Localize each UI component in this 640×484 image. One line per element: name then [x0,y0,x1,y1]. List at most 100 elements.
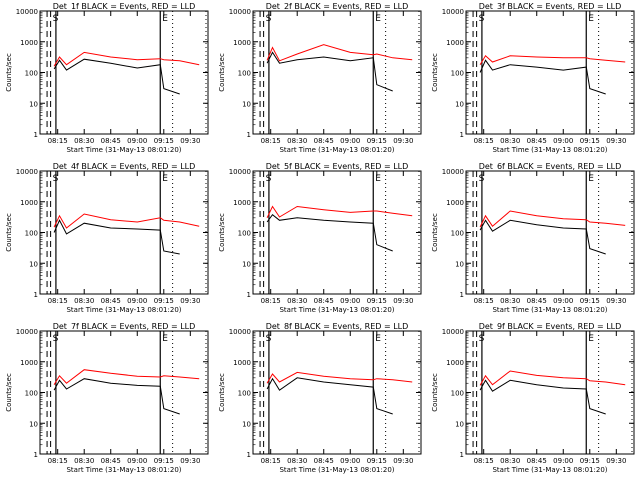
panel-3: Det_3f BLACK = Events, RED = LLD 1 10 100 10… [431,2,635,154]
plot-frame [39,10,209,135]
x-axis-label: Start Time (31-May-13 08:01:20) [66,466,181,474]
plot-frame [465,330,635,455]
y-tick-label: 10 [455,420,464,428]
y-tick-label: 100 [238,230,251,238]
events-rate-line [266,377,393,415]
x-axis-label: Start Time (31-May-13 08:01:20) [492,306,607,314]
x-tick-label: 09:30 [393,137,413,145]
y-tick-label: 1000 [233,199,251,207]
y-tick-label: 10000 [229,328,251,336]
x-tick-label: 08:30 [287,457,307,465]
events-rate-line [479,219,606,255]
panel-5: Det_5f BLACK = Events, RED = LLD 1 10 100 10… [218,162,422,314]
x-tick-label: 08:30 [287,297,307,305]
y-tick-label: 100 [451,70,464,78]
y-tick-label: 1 [34,291,38,299]
lld-rate-line [479,210,626,228]
x-axis-label: Start Time (31-May-13 08:01:20) [279,306,394,314]
y-tick-label: 100 [25,70,38,78]
event-marker-label: S [53,334,59,344]
x-tick-label: 09:15 [367,137,387,145]
panel-2: Det_2f BLACK = Events, RED = LLD 1 10 100 10… [218,2,422,154]
x-tick-label: 09:30 [606,137,626,145]
x-tick-label: 08:45 [527,297,547,305]
x-tick-label: 09:30 [180,137,200,145]
y-tick-label: 100 [451,230,464,238]
x-tick-label: 08:15 [261,137,281,145]
plot-frame [252,170,422,295]
x-tick-label: 08:45 [101,457,121,465]
x-tick-label: 09:00 [553,297,573,305]
lld-rate-line [479,370,626,386]
x-tick-label: 08:45 [314,137,334,145]
lld-rate-line [53,213,200,229]
x-axis-label: Start Time (31-May-13 08:01:20) [492,146,607,154]
x-tick-label: 09:30 [180,297,200,305]
x-tick-label: 08:45 [314,297,334,305]
event-marker-label: S [479,334,485,344]
y-axis-label: Counts/sec [5,213,13,252]
x-tick-label: 08:15 [261,297,281,305]
plot-frame [465,10,635,135]
panel-8: Det_8f BLACK = Events, RED = LLD 1 10 100 10… [218,322,422,474]
y-tick-label: 1000 [446,199,464,207]
y-tick-label: 10000 [229,8,251,16]
x-tick-label: 08:45 [527,457,547,465]
x-tick-label: 08:15 [474,457,494,465]
y-axis-label: Counts/sec [5,373,13,412]
x-tick-label: 08:30 [74,297,94,305]
x-tick-label: 09:15 [154,297,174,305]
y-tick-label: 100 [25,230,38,238]
y-tick-label: 1 [34,131,38,139]
event-marker-label: S [266,14,272,24]
panel-title: Det_3f BLACK = Events, RED = LLD [479,2,622,11]
panel-title: Det_7f BLACK = Events, RED = LLD [53,322,196,331]
y-tick-label: 10 [29,260,38,268]
x-axis-label: Start Time (31-May-13 08:01:20) [279,466,394,474]
x-tick-label: 08:30 [287,137,307,145]
y-tick-label: 10 [29,100,38,108]
x-tick-label: 09:30 [180,457,200,465]
y-tick-label: 1 [460,291,464,299]
event-marker-label: E [375,334,381,344]
x-tick-label: 09:00 [553,457,573,465]
plot-frame [252,330,422,455]
x-tick-label: 09:00 [553,137,573,145]
events-rate-line [53,219,180,255]
x-tick-label: 08:45 [101,137,121,145]
x-tick-label: 09:00 [127,137,147,145]
lld-rate-line [266,371,413,384]
panel-1: Det_1f BLACK = Events, RED = LLD 1 10 100 10… [5,2,209,154]
x-tick-label: 09:30 [393,297,413,305]
x-tick-label: 09:15 [580,297,600,305]
y-tick-label: 10 [29,420,38,428]
y-tick-label: 10 [242,100,251,108]
event-marker-label: E [588,334,594,344]
y-tick-label: 100 [238,70,251,78]
panel-title: Det_9f BLACK = Events, RED = LLD [479,322,622,331]
y-tick-label: 1 [460,131,464,139]
y-tick-label: 10000 [16,168,38,176]
y-tick-label: 100 [238,390,251,398]
x-tick-label: 09:15 [367,297,387,305]
x-tick-label: 09:15 [367,457,387,465]
panel-title: Det_4f BLACK = Events, RED = LLD [53,162,196,171]
y-tick-label: 1 [247,131,251,139]
events-rate-line [266,213,393,252]
y-tick-label: 1000 [20,39,38,47]
events-rate-line [53,58,180,95]
event-marker-label: E [162,174,168,184]
event-marker-label: E [375,174,381,184]
y-axis-label: Counts/sec [431,213,439,252]
panel-title: Det_8f BLACK = Events, RED = LLD [266,322,409,331]
lld-rate-line [53,51,200,67]
y-tick-label: 1000 [20,359,38,367]
x-axis-label: Start Time (31-May-13 08:01:20) [492,466,607,474]
y-tick-label: 1 [460,451,464,459]
y-tick-label: 10000 [229,168,251,176]
x-tick-label: 08:15 [48,457,68,465]
events-rate-line [53,378,180,415]
y-tick-label: 10 [242,260,251,268]
x-tick-label: 08:15 [474,137,494,145]
